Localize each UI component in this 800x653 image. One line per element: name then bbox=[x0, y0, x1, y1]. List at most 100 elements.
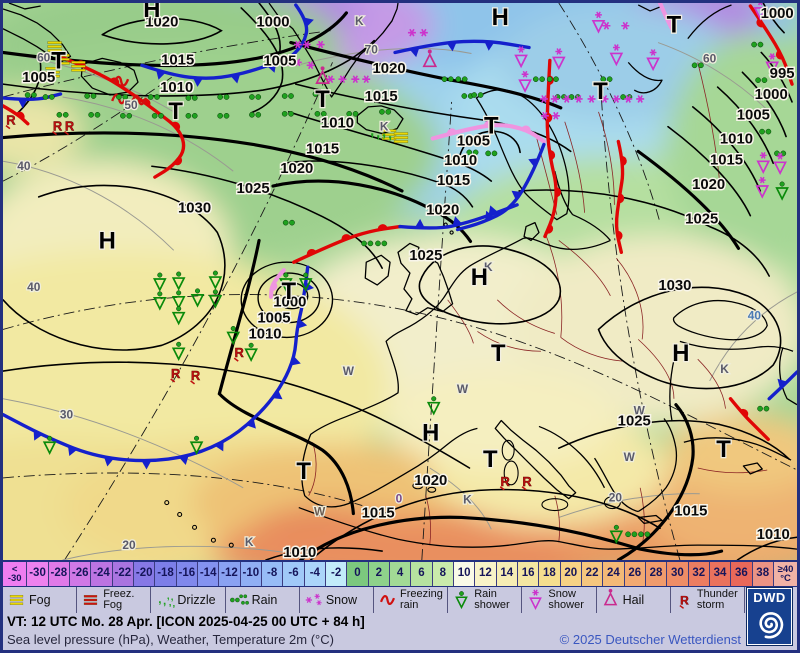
rain-shower-symbol bbox=[208, 270, 223, 290]
high-center: H bbox=[422, 419, 439, 446]
gray-contour bbox=[300, 47, 472, 65]
rain-shower-symbol bbox=[244, 342, 258, 363]
svg-text:R: R bbox=[522, 474, 532, 489]
legend-item-rain-shower: Rain shower bbox=[448, 587, 523, 613]
snow-symbol bbox=[574, 95, 583, 103]
hail-symbol bbox=[315, 66, 330, 84]
dwd-logo-text: DWD bbox=[753, 590, 786, 605]
svg-text:,: , bbox=[173, 599, 175, 610]
scale-cell: -10 bbox=[239, 562, 261, 586]
graticule-line bbox=[600, 82, 681, 560]
gray-contours bbox=[3, 42, 797, 560]
legend-item-snow-shower: Snow shower bbox=[522, 587, 597, 613]
rain-symbol bbox=[151, 112, 164, 119]
coastline bbox=[683, 437, 792, 461]
isobar bbox=[3, 361, 471, 469]
fog-symbol bbox=[55, 54, 70, 65]
rain-symbol bbox=[600, 76, 613, 82]
svg-text:,: , bbox=[388, 127, 392, 143]
rain-symbol bbox=[217, 112, 230, 119]
snow-shower-symbol bbox=[518, 70, 532, 93]
svg-text:R: R bbox=[235, 345, 245, 360]
snow-icon bbox=[305, 593, 322, 606]
high-center: H bbox=[492, 4, 509, 31]
snow-symbol bbox=[636, 95, 645, 103]
svg-text:,: , bbox=[167, 591, 170, 602]
isobar bbox=[288, 111, 493, 182]
coastline bbox=[627, 61, 663, 94]
rain-symbol bbox=[774, 150, 787, 157]
isobar bbox=[762, 3, 785, 34]
map-annotation: 20 bbox=[122, 538, 136, 552]
coastline bbox=[637, 514, 663, 525]
isobar bbox=[691, 106, 762, 192]
isobar bbox=[760, 51, 793, 103]
hail-symbol bbox=[422, 49, 438, 68]
freezing-rain-symbol bbox=[113, 75, 130, 87]
rain-symbol bbox=[471, 92, 484, 98]
scale-cell: -20 bbox=[133, 562, 155, 586]
scale-cell: 12 bbox=[474, 562, 496, 586]
rain-symbol bbox=[485, 150, 498, 157]
freezing-fog-icon bbox=[84, 595, 98, 605]
map-annotation: K bbox=[355, 14, 364, 28]
fog-icon bbox=[9, 595, 24, 605]
pressure-value: 1005 bbox=[263, 53, 296, 69]
pressure-value: 1010 bbox=[321, 116, 354, 132]
shade-blob bbox=[499, 3, 738, 122]
snow-shower-symbol bbox=[755, 176, 770, 199]
weather-map: R R RR RRR R,,,, 60504070604030202040KKKKKKW… bbox=[3, 3, 797, 560]
map-annotation: 70 bbox=[365, 42, 379, 56]
scale-cell: ≥40 °C bbox=[772, 562, 798, 586]
scale-cell: 22 bbox=[580, 562, 603, 586]
low-center: T bbox=[484, 113, 499, 140]
island bbox=[164, 500, 170, 506]
isobar bbox=[240, 7, 284, 114]
island bbox=[412, 482, 424, 490]
pink-front bbox=[268, 268, 286, 299]
scale-cell: 32 bbox=[687, 562, 709, 586]
country-border bbox=[558, 240, 611, 297]
weather-symbols: R R RR RRR R,,,, bbox=[5, 3, 789, 545]
snow-shower-symbol bbox=[646, 49, 660, 72]
island bbox=[503, 460, 519, 486]
coastline bbox=[475, 89, 570, 221]
svg-text:,: , bbox=[370, 124, 374, 140]
thunderstorm-symbol: R bbox=[5, 113, 16, 130]
rain-symbol bbox=[185, 112, 198, 119]
pressure-value: 1025 bbox=[409, 248, 442, 264]
snow-symbol bbox=[539, 95, 548, 103]
isobar bbox=[151, 165, 383, 269]
rain-shower-symbol bbox=[609, 524, 624, 545]
rain-icon bbox=[229, 594, 249, 605]
rain-symbol bbox=[312, 91, 325, 97]
snow-symbol bbox=[602, 21, 611, 30]
drizzle-symbol: ,, bbox=[370, 124, 380, 142]
snow-symbol bbox=[351, 75, 360, 84]
rain-symbol bbox=[116, 94, 129, 100]
isobar-ring bbox=[240, 261, 334, 339]
map-annotation: 50 bbox=[124, 98, 138, 112]
thunderstorm-symbol: R bbox=[233, 345, 245, 362]
scale-cell: -14 bbox=[197, 562, 219, 586]
map-annotation: 0 bbox=[396, 492, 403, 506]
pressure-value: 1000 bbox=[256, 15, 289, 31]
coastline bbox=[523, 221, 540, 242]
graticule-line bbox=[3, 294, 797, 471]
graticule-line bbox=[64, 62, 333, 560]
warm-front bbox=[292, 224, 402, 264]
fog-symbol bbox=[71, 61, 86, 72]
snow-symbol bbox=[282, 58, 291, 67]
coastline bbox=[397, 242, 454, 316]
rain-symbol bbox=[185, 95, 198, 101]
rain-symbol bbox=[281, 93, 294, 99]
high-center: H bbox=[143, 3, 160, 23]
shade-blob bbox=[509, 235, 797, 424]
coastline bbox=[268, 3, 399, 98]
rain-shower-symbol bbox=[152, 272, 167, 292]
scale-cell: 8 bbox=[431, 562, 453, 586]
coastline bbox=[593, 457, 639, 513]
snow-symbol bbox=[624, 95, 633, 103]
island bbox=[192, 524, 198, 530]
